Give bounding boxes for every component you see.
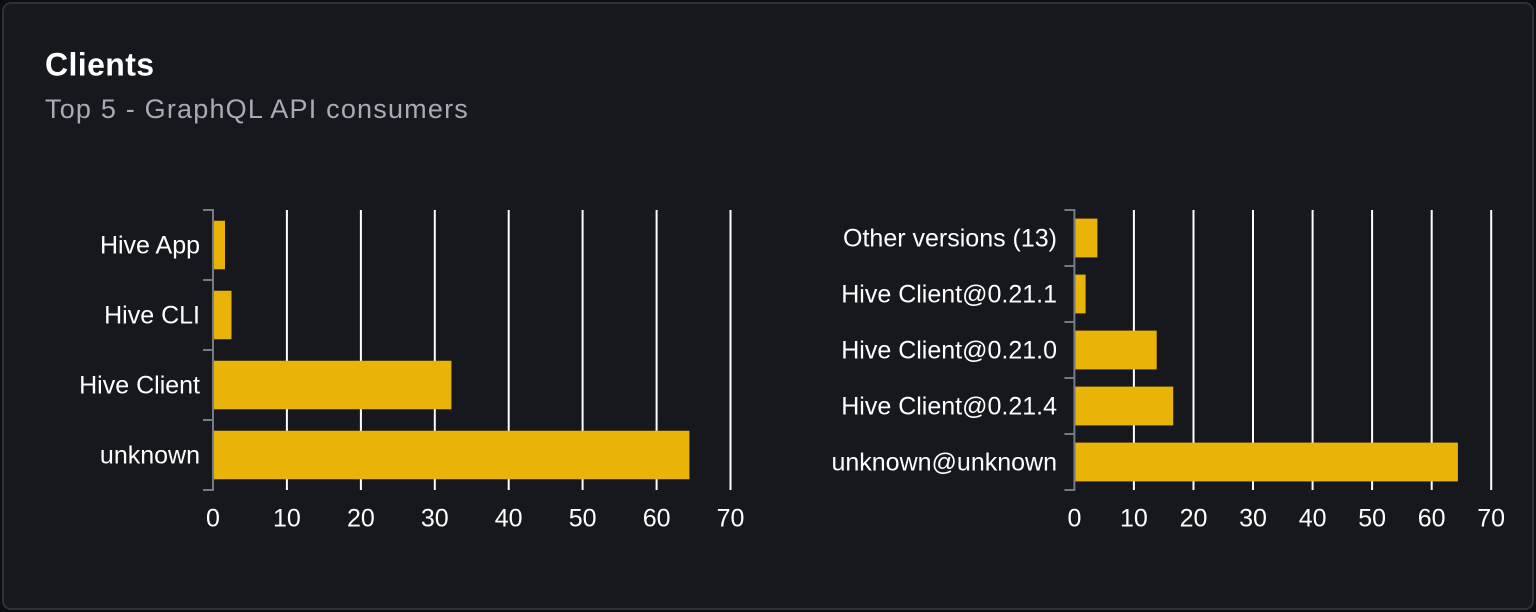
svg-text:70: 70: [717, 505, 745, 533]
svg-text:unknown: unknown: [100, 442, 200, 470]
svg-text:40: 40: [1299, 505, 1327, 533]
svg-text:10: 10: [273, 505, 301, 533]
svg-text:Hive App: Hive App: [100, 232, 200, 260]
svg-text:40: 40: [495, 505, 523, 533]
svg-text:unknown@unknown: unknown@unknown: [831, 449, 1057, 477]
svg-text:50: 50: [1358, 505, 1386, 533]
svg-text:10: 10: [1120, 505, 1148, 533]
svg-text:20: 20: [347, 505, 375, 533]
svg-text:30: 30: [1239, 505, 1267, 533]
svg-text:Top 5 - GraphQL API consumers: Top 5 - GraphQL API consumers: [45, 94, 469, 124]
svg-text:50: 50: [569, 505, 597, 533]
svg-text:0: 0: [1067, 505, 1081, 533]
svg-text:Hive Client: Hive Client: [79, 372, 200, 400]
svg-text:Clients: Clients: [45, 46, 155, 82]
svg-text:Hive CLI: Hive CLI: [104, 302, 200, 330]
svg-text:60: 60: [1418, 505, 1446, 533]
svg-text:20: 20: [1180, 505, 1208, 533]
svg-text:Hive Client@0.21.4: Hive Client@0.21.4: [841, 393, 1057, 421]
svg-text:0: 0: [206, 505, 220, 533]
svg-text:Other versions (13): Other versions (13): [843, 225, 1057, 253]
svg-text:Hive Client@0.21.0: Hive Client@0.21.0: [841, 337, 1057, 365]
svg-text:30: 30: [421, 505, 449, 533]
svg-text:Hive Client@0.21.1: Hive Client@0.21.1: [841, 281, 1057, 309]
svg-text:60: 60: [643, 505, 671, 533]
svg-text:70: 70: [1477, 505, 1505, 533]
